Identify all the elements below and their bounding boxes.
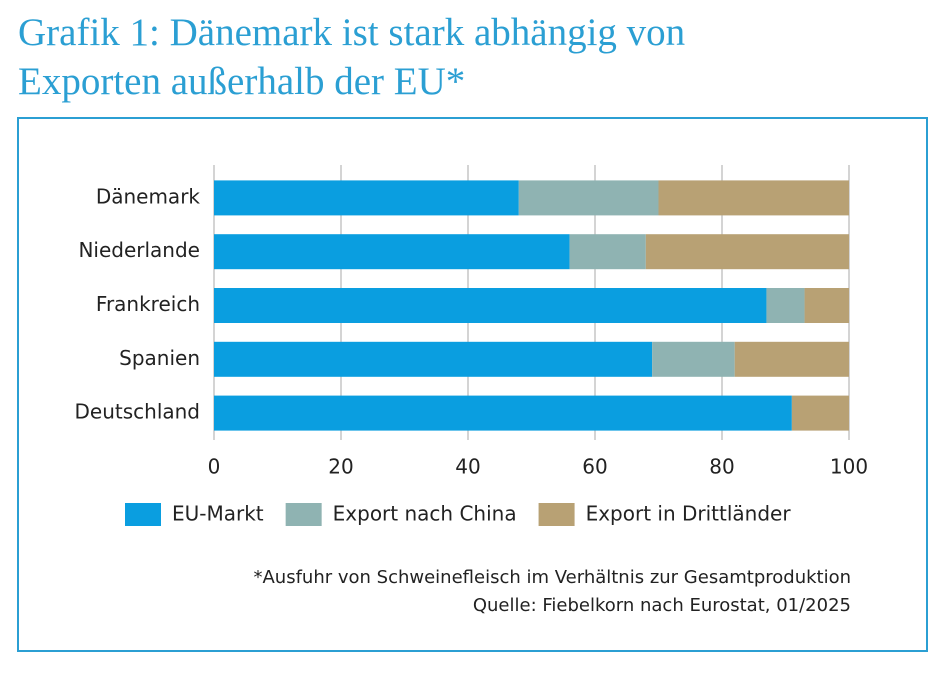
bar-segment <box>645 234 849 270</box>
legend-swatch <box>125 503 161 526</box>
y-tick-label: Dänemark <box>96 184 201 208</box>
bar-segment <box>518 180 659 216</box>
x-tick-label: 20 <box>328 455 353 479</box>
legend-label: EU-Markt <box>172 502 264 526</box>
y-tick-label: Niederlande <box>78 238 200 262</box>
bar-segment <box>214 234 570 270</box>
bar-segment <box>652 341 735 377</box>
y-tick-label: Deutschland <box>75 400 201 424</box>
bar-segment <box>791 395 849 431</box>
x-tick-label: 60 <box>582 455 607 479</box>
y-tick-label: Frankreich <box>96 292 200 316</box>
bar-segment <box>214 395 792 431</box>
legend-label: Export in Drittländer <box>586 502 792 526</box>
legend-swatch <box>285 503 322 526</box>
legend-swatch <box>538 503 575 526</box>
x-tick-label: 80 <box>709 455 734 479</box>
bar-segment <box>569 234 646 270</box>
bar-segment <box>658 180 849 216</box>
source: Quelle: Fiebelkorn nach Eurostat, 01/202… <box>473 595 851 616</box>
bar-segment <box>214 180 519 216</box>
legend-label: Export nach China <box>333 502 517 526</box>
footnote: *Ausfuhr von Schweinefleisch im Verhältn… <box>253 567 851 588</box>
bar-segment <box>804 288 849 323</box>
x-tick-label: 0 <box>208 455 221 479</box>
x-tick-label: 100 <box>830 455 868 479</box>
chart-title: Grafik 1: Dänemark ist stark abhängig vo… <box>18 11 686 103</box>
bar-segment <box>766 288 805 323</box>
bar-segment <box>214 288 767 323</box>
frame <box>17 117 928 652</box>
y-tick-label: Spanien <box>119 346 200 370</box>
bar-segment <box>734 341 849 377</box>
bar-segment <box>214 341 653 377</box>
x-tick-label: 40 <box>455 455 480 479</box>
